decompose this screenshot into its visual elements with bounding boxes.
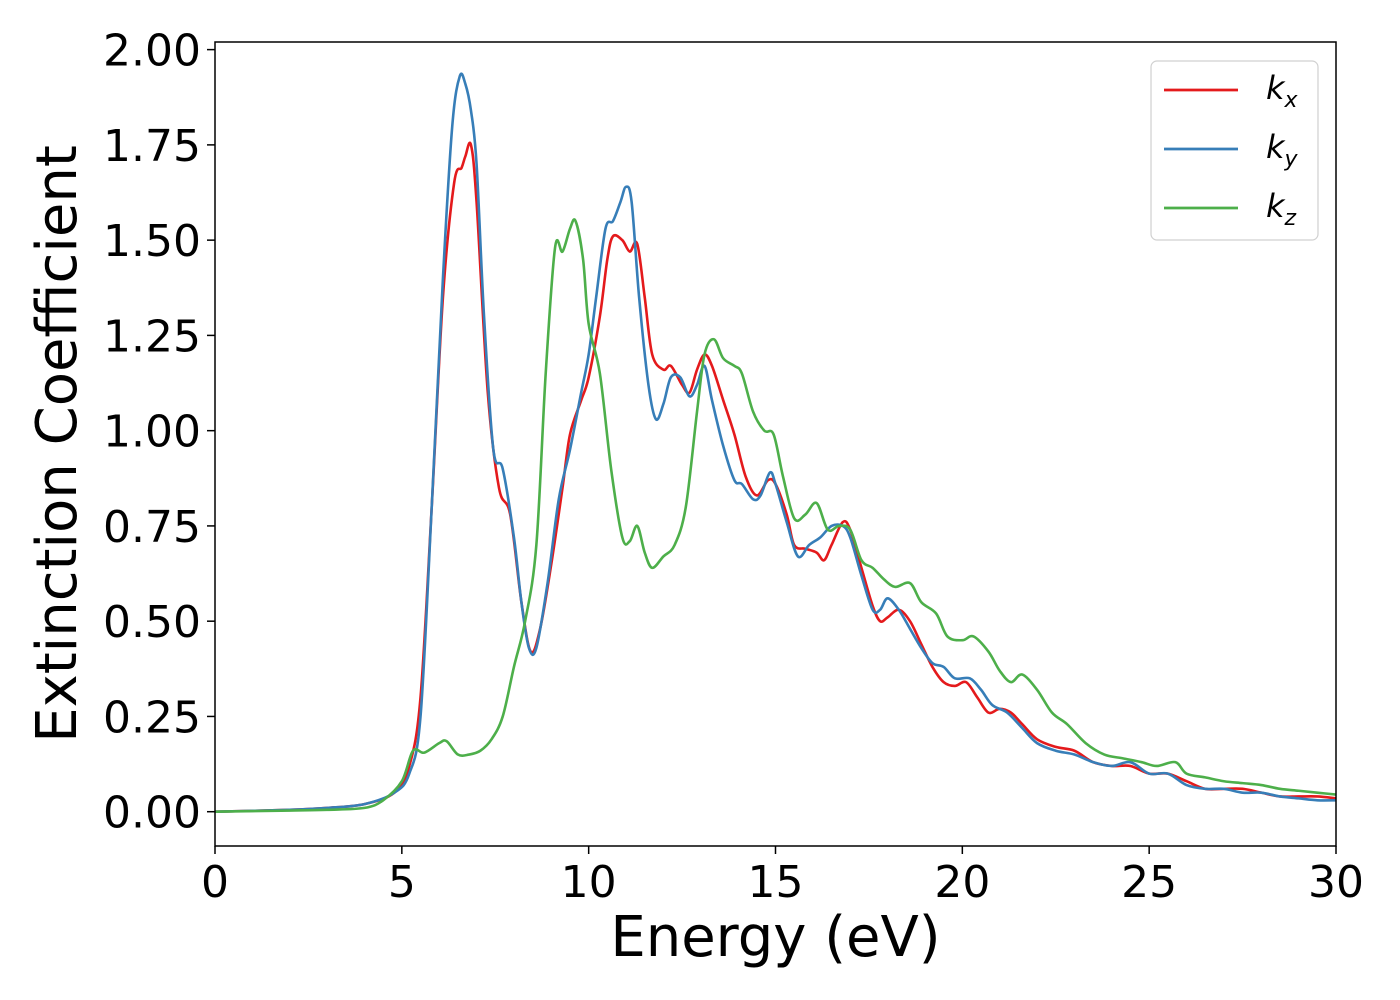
- y-tick-label: 2.00: [103, 26, 201, 77]
- x-axis-title: Energy (eV): [610, 905, 940, 970]
- series-line-z: [215, 218, 1336, 814]
- legend-box: [1150, 60, 1319, 241]
- y-tick-label: 1.50: [103, 216, 201, 267]
- legend: kx ky kz: [1150, 60, 1319, 241]
- legend-label-y: ky: [1266, 128, 1299, 172]
- y-axis-ticks: 0.00 0.25 0.50 0.75 1.00 1.25 1.50 1.75 2.00: [103, 26, 215, 839]
- y-tick-label: 1.00: [103, 407, 201, 458]
- x-axis-ticks: 0 5 10 15 20 25 30: [201, 846, 1364, 908]
- x-tick-label: 5: [388, 857, 416, 908]
- x-tick-label: 15: [748, 857, 804, 908]
- legend-label-z: kz: [1266, 187, 1297, 231]
- y-tick-label: 0.50: [103, 597, 201, 648]
- y-axis-title: Extinction Coefficient: [25, 145, 90, 743]
- y-tick-label: 1.75: [103, 121, 201, 172]
- y-tick-label: 0.00: [103, 788, 201, 839]
- series-line-x: [215, 141, 1336, 814]
- y-tick-label: 0.75: [103, 502, 201, 553]
- series-layer: [215, 72, 1336, 814]
- y-tick-label: 0.25: [103, 692, 201, 743]
- x-tick-label: 20: [934, 857, 990, 908]
- x-tick-label: 25: [1121, 857, 1177, 908]
- y-tick-label: 1.25: [103, 311, 201, 362]
- legend-label-x: kx: [1266, 69, 1299, 113]
- x-tick-label: 10: [561, 857, 617, 908]
- x-tick-label: 0: [201, 857, 229, 908]
- x-tick-label: 30: [1308, 857, 1364, 908]
- series-line-y: [215, 72, 1336, 814]
